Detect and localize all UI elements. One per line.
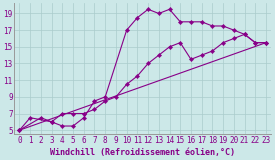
X-axis label: Windchill (Refroidissement éolien,°C): Windchill (Refroidissement éolien,°C) — [50, 148, 235, 156]
